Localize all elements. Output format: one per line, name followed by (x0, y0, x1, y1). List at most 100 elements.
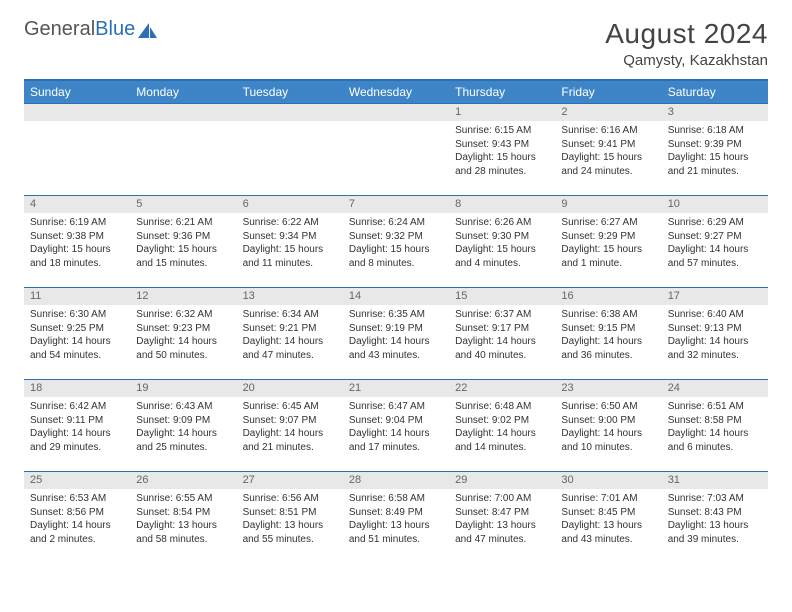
calendar-day-cell: 25Sunrise: 6:53 AMSunset: 8:56 PMDayligh… (24, 472, 130, 564)
weekday-header: Sunday (24, 80, 130, 104)
day-details: Sunrise: 6:26 AMSunset: 9:30 PMDaylight:… (449, 213, 555, 273)
day-number: 20 (237, 380, 343, 397)
day-detail-line: Daylight: 13 hours (349, 519, 443, 533)
day-detail-line: Sunset: 8:58 PM (668, 414, 762, 428)
calendar-day-cell: 27Sunrise: 6:56 AMSunset: 8:51 PMDayligh… (237, 472, 343, 564)
calendar-day-cell: 9Sunrise: 6:27 AMSunset: 9:29 PMDaylight… (555, 196, 661, 288)
day-detail-line: Daylight: 15 hours (561, 151, 655, 165)
day-details: Sunrise: 6:56 AMSunset: 8:51 PMDaylight:… (237, 489, 343, 549)
day-detail-line: Sunset: 9:00 PM (561, 414, 655, 428)
day-detail-line: and 21 minutes. (668, 165, 762, 179)
day-details: Sunrise: 6:45 AMSunset: 9:07 PMDaylight:… (237, 397, 343, 457)
calendar-day-cell: 28Sunrise: 6:58 AMSunset: 8:49 PMDayligh… (343, 472, 449, 564)
day-detail-line: Sunset: 8:43 PM (668, 506, 762, 520)
calendar-day-cell: 10Sunrise: 6:29 AMSunset: 9:27 PMDayligh… (662, 196, 768, 288)
day-detail-line: Sunrise: 6:27 AM (561, 216, 655, 230)
day-detail-line: Daylight: 14 hours (30, 427, 124, 441)
day-detail-line: Sunrise: 6:24 AM (349, 216, 443, 230)
day-detail-line: Sunset: 8:45 PM (561, 506, 655, 520)
day-detail-line: Sunrise: 6:47 AM (349, 400, 443, 414)
day-detail-line: and 43 minutes. (561, 533, 655, 547)
day-detail-line: Sunrise: 6:32 AM (136, 308, 230, 322)
day-detail-line: Daylight: 14 hours (561, 335, 655, 349)
day-details: Sunrise: 6:47 AMSunset: 9:04 PMDaylight:… (343, 397, 449, 457)
day-detail-line: Sunrise: 6:45 AM (243, 400, 337, 414)
logo-text-2: Blue (95, 18, 135, 41)
calendar-day-cell: 15Sunrise: 6:37 AMSunset: 9:17 PMDayligh… (449, 288, 555, 380)
calendar-day-cell (237, 104, 343, 196)
day-detail-line: Daylight: 14 hours (349, 427, 443, 441)
day-number: 14 (343, 288, 449, 305)
day-details: Sunrise: 6:24 AMSunset: 9:32 PMDaylight:… (343, 213, 449, 273)
calendar-day-cell: 21Sunrise: 6:47 AMSunset: 9:04 PMDayligh… (343, 380, 449, 472)
day-detail-line: Sunset: 8:49 PM (349, 506, 443, 520)
calendar-day-cell: 16Sunrise: 6:38 AMSunset: 9:15 PMDayligh… (555, 288, 661, 380)
day-detail-line: Sunrise: 7:01 AM (561, 492, 655, 506)
calendar-day-cell: 22Sunrise: 6:48 AMSunset: 9:02 PMDayligh… (449, 380, 555, 472)
calendar-day-cell: 24Sunrise: 6:51 AMSunset: 8:58 PMDayligh… (662, 380, 768, 472)
day-details: Sunrise: 6:58 AMSunset: 8:49 PMDaylight:… (343, 489, 449, 549)
calendar-day-cell: 8Sunrise: 6:26 AMSunset: 9:30 PMDaylight… (449, 196, 555, 288)
day-detail-line: Daylight: 14 hours (668, 335, 762, 349)
day-detail-line: Sunrise: 6:16 AM (561, 124, 655, 138)
day-detail-line: Daylight: 15 hours (136, 243, 230, 257)
calendar-day-cell: 19Sunrise: 6:43 AMSunset: 9:09 PMDayligh… (130, 380, 236, 472)
day-number: 21 (343, 380, 449, 397)
day-details: Sunrise: 6:40 AMSunset: 9:13 PMDaylight:… (662, 305, 768, 365)
day-detail-line: Sunset: 9:34 PM (243, 230, 337, 244)
day-detail-line: Daylight: 14 hours (349, 335, 443, 349)
day-details: Sunrise: 7:03 AMSunset: 8:43 PMDaylight:… (662, 489, 768, 549)
day-detail-line: Sunset: 9:38 PM (30, 230, 124, 244)
day-details: Sunrise: 7:00 AMSunset: 8:47 PMDaylight:… (449, 489, 555, 549)
weekday-header-row: Sunday Monday Tuesday Wednesday Thursday… (24, 80, 768, 104)
day-detail-line: Sunset: 9:11 PM (30, 414, 124, 428)
day-detail-line: Sunset: 9:13 PM (668, 322, 762, 336)
weekday-header: Thursday (449, 80, 555, 104)
header: GeneralBlue August 2024 Qamysty, Kazakhs… (24, 18, 768, 69)
calendar-day-cell (24, 104, 130, 196)
day-detail-line: Sunset: 9:04 PM (349, 414, 443, 428)
day-detail-line: Sunrise: 6:22 AM (243, 216, 337, 230)
day-detail-line: Sunset: 8:56 PM (30, 506, 124, 520)
day-number: 29 (449, 472, 555, 489)
day-detail-line: and 47 minutes. (243, 349, 337, 363)
day-detail-line: Sunrise: 6:38 AM (561, 308, 655, 322)
calendar-day-cell: 5Sunrise: 6:21 AMSunset: 9:36 PMDaylight… (130, 196, 236, 288)
day-detail-line: Sunrise: 6:37 AM (455, 308, 549, 322)
day-detail-line: and 39 minutes. (668, 533, 762, 547)
logo-sail-icon (137, 21, 159, 39)
day-detail-line: and 10 minutes. (561, 441, 655, 455)
day-details: Sunrise: 6:18 AMSunset: 9:39 PMDaylight:… (662, 121, 768, 181)
weekday-header: Tuesday (237, 80, 343, 104)
day-detail-line: Daylight: 13 hours (455, 519, 549, 533)
day-detail-line: and 36 minutes. (561, 349, 655, 363)
day-details: Sunrise: 6:55 AMSunset: 8:54 PMDaylight:… (130, 489, 236, 549)
day-detail-line: and 11 minutes. (243, 257, 337, 271)
calendar-day-cell: 29Sunrise: 7:00 AMSunset: 8:47 PMDayligh… (449, 472, 555, 564)
day-detail-line: Sunset: 9:32 PM (349, 230, 443, 244)
day-detail-line: Sunrise: 6:56 AM (243, 492, 337, 506)
day-detail-line: Daylight: 15 hours (668, 151, 762, 165)
day-detail-line: Daylight: 15 hours (243, 243, 337, 257)
calendar-day-cell (130, 104, 236, 196)
day-detail-line: Sunset: 8:47 PM (455, 506, 549, 520)
day-number: 30 (555, 472, 661, 489)
day-number: 3 (662, 104, 768, 121)
day-details: Sunrise: 6:43 AMSunset: 9:09 PMDaylight:… (130, 397, 236, 457)
day-detail-line: Daylight: 13 hours (561, 519, 655, 533)
day-number: 26 (130, 472, 236, 489)
day-detail-line: Daylight: 13 hours (243, 519, 337, 533)
month-title: August 2024 (605, 18, 768, 50)
day-detail-line: Sunrise: 6:42 AM (30, 400, 124, 414)
day-detail-line: Daylight: 14 hours (136, 335, 230, 349)
day-detail-line: Daylight: 14 hours (668, 243, 762, 257)
calendar-week-row: 25Sunrise: 6:53 AMSunset: 8:56 PMDayligh… (24, 472, 768, 564)
calendar-table: Sunday Monday Tuesday Wednesday Thursday… (24, 79, 768, 564)
day-number: 31 (662, 472, 768, 489)
calendar-day-cell: 14Sunrise: 6:35 AMSunset: 9:19 PMDayligh… (343, 288, 449, 380)
day-detail-line: and 21 minutes. (243, 441, 337, 455)
day-details: Sunrise: 6:19 AMSunset: 9:38 PMDaylight:… (24, 213, 130, 273)
day-detail-line: Sunset: 9:30 PM (455, 230, 549, 244)
day-detail-line: and 14 minutes. (455, 441, 549, 455)
day-detail-line: and 17 minutes. (349, 441, 443, 455)
